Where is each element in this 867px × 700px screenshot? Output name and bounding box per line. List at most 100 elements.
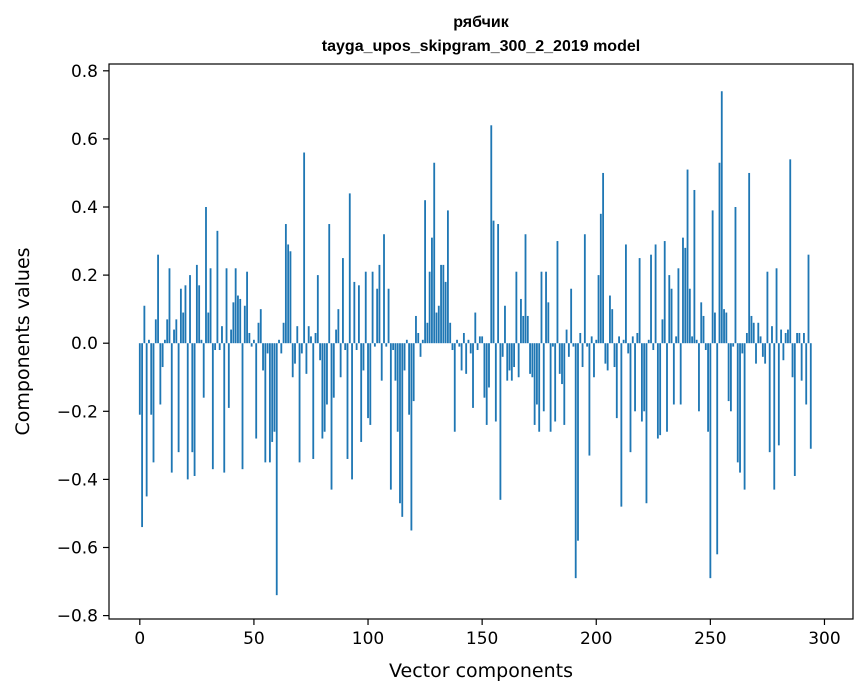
x-axis-ticks: 0 50 100 150 200 250 300 [134,619,841,649]
bar [654,244,657,344]
bar [629,343,632,453]
bar [307,326,310,344]
bar [729,343,732,412]
bar [581,343,584,368]
bar [380,343,383,381]
bar [152,343,155,463]
bar [761,343,764,357]
bar [230,329,233,344]
bar [677,268,680,344]
bar [335,329,337,344]
bar [556,241,559,344]
bar [807,254,810,344]
bar [536,343,538,405]
bar [704,343,707,351]
bar [431,237,433,344]
bar [663,241,666,344]
bar [700,302,703,344]
bar [809,343,812,449]
bar [154,319,157,344]
bar [684,247,687,344]
y-tick-label: 0.0 [71,334,98,354]
bar [670,288,673,344]
bar [492,220,495,344]
bar [389,343,392,490]
bar [330,343,333,490]
bar [636,332,639,344]
bar [563,343,566,425]
bar [319,343,322,361]
bar [698,343,700,412]
bar [688,288,691,344]
bar [282,322,285,344]
bar [805,343,808,405]
bar [177,343,180,453]
bar [609,295,611,344]
bar [604,343,607,364]
y-tick-label: 0.4 [71,198,98,218]
bar [287,244,290,344]
bar [323,343,326,432]
bar [531,343,534,378]
bar [526,315,529,344]
bar [410,343,413,531]
bar [625,244,627,344]
bar [321,343,324,439]
bar [793,343,796,476]
bar [796,332,798,344]
bar [467,339,470,344]
bar [342,258,344,344]
chart-subtitle: tayga_upos_skipgram_300_2_2019 model [322,38,640,55]
bar [401,343,404,517]
bar [175,319,178,344]
x-tick-label: 50 [243,629,265,649]
bar [725,312,728,344]
bar [691,336,694,344]
bar [476,343,479,351]
bar [421,339,424,344]
bar [613,343,616,368]
bar [456,339,458,344]
bar [437,305,440,344]
bar [542,343,545,412]
bar [405,339,408,344]
bar [529,343,531,374]
bar [385,343,388,347]
bar [403,343,406,371]
y-tick-label: 0.2 [71,266,98,286]
bar [444,281,447,344]
bar [394,343,397,381]
bar [364,271,367,344]
bar [232,302,235,344]
bar [768,343,771,453]
bar [645,343,648,504]
bar [787,329,789,344]
bar [271,343,274,442]
bar [298,343,301,463]
bar [369,343,372,425]
bar [355,343,358,351]
bar [198,285,201,344]
bar [344,343,347,351]
bar [310,336,312,344]
bar [246,271,248,344]
bar [620,343,623,507]
bar [150,343,153,415]
x-tick-label: 150 [466,629,498,649]
bar [428,271,431,344]
bar [679,343,682,405]
y-tick-label: −0.8 [57,607,98,627]
bar [506,343,509,381]
bar [682,237,684,344]
bar [488,343,490,388]
bar [207,312,210,344]
bar [766,271,769,344]
x-tick-label: 0 [134,629,145,649]
bar [289,251,292,344]
bar [202,343,205,398]
bar [221,326,223,344]
bar [622,339,625,344]
bar [257,322,260,344]
bar [672,343,675,405]
